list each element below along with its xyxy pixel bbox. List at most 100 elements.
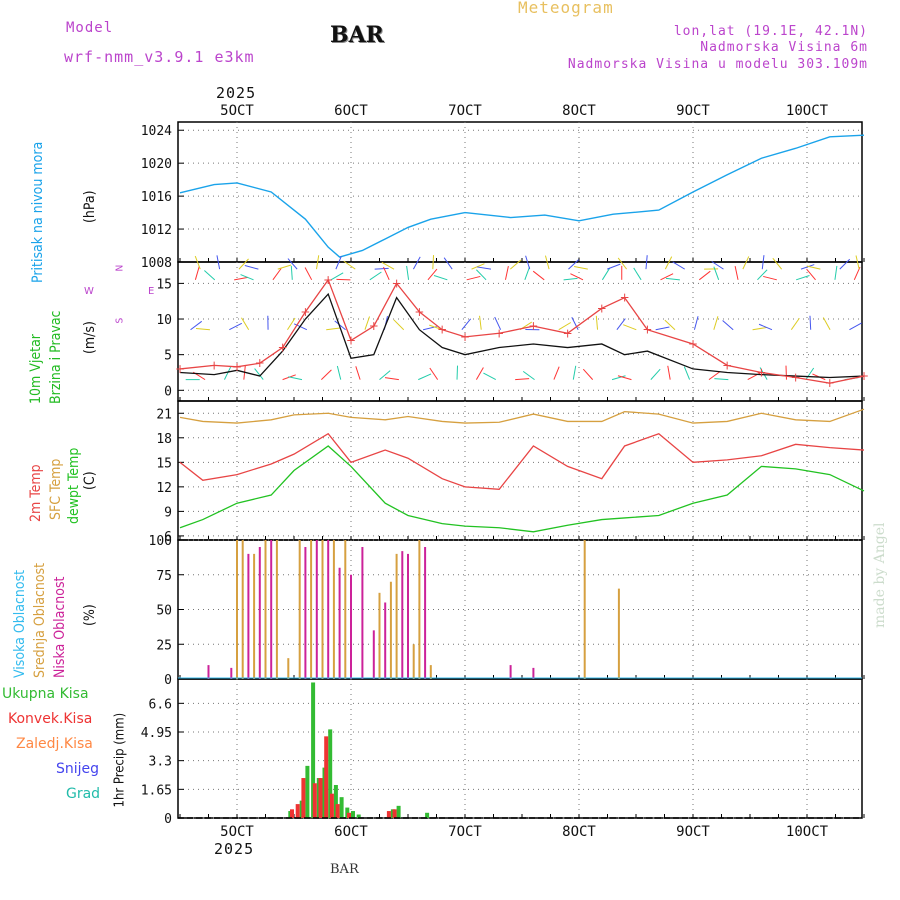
- wind-arrow: [796, 275, 810, 281]
- wind-arrow: [272, 268, 282, 281]
- wind-arrow: [611, 375, 626, 381]
- wind-arrow: [683, 366, 691, 380]
- direction-e: E: [148, 286, 155, 297]
- wind-gust-marker: +: [756, 365, 766, 379]
- meteogram-title: Meteogram: [518, 0, 614, 17]
- model-altitude-label: Nadmorska Visina u modelu 303.109m: [567, 57, 868, 72]
- total-precip-bar: [396, 805, 401, 818]
- model-label: Model: [66, 20, 114, 36]
- wind-gust-marker: +: [722, 358, 732, 372]
- wind-arrow: [617, 375, 632, 381]
- wind-arrow: [277, 264, 292, 270]
- wind-gust-marker: +: [460, 330, 470, 344]
- wind-gust-marker: +: [346, 333, 356, 347]
- clouds-panel-frame: [177, 539, 863, 680]
- wind-arrow: [734, 266, 739, 280]
- wind-arrow: [525, 255, 531, 270]
- wind-arrow: [466, 275, 481, 281]
- wind-arrow: [234, 276, 249, 281]
- wind-arrow: [379, 370, 391, 380]
- sfc-temp-label: SFC Temp: [48, 458, 64, 520]
- wind-arrow: [216, 255, 221, 270]
- wind-arrow: [471, 263, 485, 270]
- wind-panel-frame: [177, 261, 863, 402]
- wind-arrow: [477, 266, 492, 270]
- wind-arrow: [443, 257, 453, 270]
- wind-arrow: [532, 270, 545, 281]
- wind-tick-label: 10: [156, 313, 172, 328]
- bottom-day-label: 10OCT: [786, 824, 829, 840]
- wind-arrow: [757, 269, 768, 281]
- wind-label-2: Brzina i Pravac: [48, 310, 64, 404]
- total-precip-bar: [333, 784, 338, 818]
- wind-arrow: [406, 265, 410, 280]
- pressure-label: Pritisak na nivou mora: [30, 141, 46, 283]
- wind-arrow: [494, 316, 502, 330]
- lonlat-label: lon,lat (19.1E, 42.1N): [673, 24, 868, 39]
- wind-arrow: [759, 367, 768, 380]
- wind-arrow: [241, 317, 250, 330]
- mid-cloud-label: Srednja Oblacnost: [32, 562, 48, 678]
- top-day-label: 9OCT: [676, 103, 710, 119]
- wind-arrow: [321, 369, 332, 380]
- pressure-tick-label: 1016: [141, 190, 172, 205]
- precip-tick-label: 0: [164, 812, 172, 827]
- top-day-label: 10OCT: [786, 103, 829, 119]
- wind-arrow: [573, 265, 588, 270]
- wind-arrow: [190, 320, 203, 331]
- sfc-temp-line: [179, 408, 865, 424]
- wind-arrow: [304, 267, 313, 281]
- conv-precip-bar: [295, 804, 300, 818]
- wind-label: 10m Vjetar: [28, 334, 44, 404]
- wind-arrow: [834, 265, 838, 280]
- wind-gust-marker: +: [597, 301, 607, 315]
- temperature-tick-label: 15: [156, 456, 172, 471]
- top-day-label: 8OCT: [562, 103, 596, 119]
- wind-arrow: [822, 317, 831, 330]
- wind-arrow: [839, 258, 851, 270]
- wind-arrow: [418, 373, 432, 381]
- temperature-tick-label: 12: [156, 481, 172, 496]
- wind-arrow: [461, 318, 472, 331]
- legend-frozen-rain: Zaledj.Kisa: [16, 736, 93, 752]
- wind-arrow: [364, 316, 370, 330]
- pressure-tick-label: 1012: [141, 223, 172, 238]
- wind-arrow: [805, 367, 815, 380]
- wind-arrow: [645, 255, 648, 270]
- wind-arrow: [563, 277, 578, 281]
- wind-arrow: [369, 271, 382, 281]
- wind-arrow: [607, 263, 621, 270]
- footer-station: BAR: [330, 862, 359, 877]
- station-title: BAR: [330, 22, 384, 48]
- legend-hail: Grad: [66, 786, 101, 802]
- pressure-tick-label: 1024: [141, 124, 172, 139]
- precip-panel-frame: [177, 678, 863, 819]
- wind-arrow: [330, 272, 344, 281]
- wind-arrow: [616, 318, 626, 331]
- wind-gust-marker: +: [278, 341, 288, 355]
- conv-precip-bar: [335, 804, 340, 818]
- wind-arrow: [617, 257, 627, 270]
- wind-gust-marker: +: [688, 337, 698, 351]
- conv-precip-bar: [324, 736, 329, 818]
- wind-gust-marker: +: [209, 358, 219, 372]
- wind-speed-line: [179, 292, 865, 379]
- wind-arrow: [698, 270, 711, 281]
- temperature-tick-label: 21: [156, 407, 172, 422]
- wind-arrow: [335, 256, 342, 270]
- bottom-year: 2025: [214, 840, 255, 858]
- wind-arrow: [316, 255, 320, 270]
- temperature-tick-label: 9: [164, 505, 172, 520]
- wind-arrow: [667, 365, 671, 380]
- temperature-tick-label: 6: [164, 530, 172, 545]
- wind-arrow: [568, 259, 580, 270]
- wind-tick-label: 5: [164, 349, 172, 364]
- wind-arrow: [509, 259, 522, 270]
- wind-arrow: [650, 368, 661, 380]
- total-precip-bar: [328, 729, 333, 818]
- cloud-unit: (%): [82, 604, 98, 626]
- temp2m-line: [179, 432, 865, 490]
- temperature-tick-label: 18: [156, 432, 172, 447]
- precip-tick-label: 4.95: [141, 726, 172, 741]
